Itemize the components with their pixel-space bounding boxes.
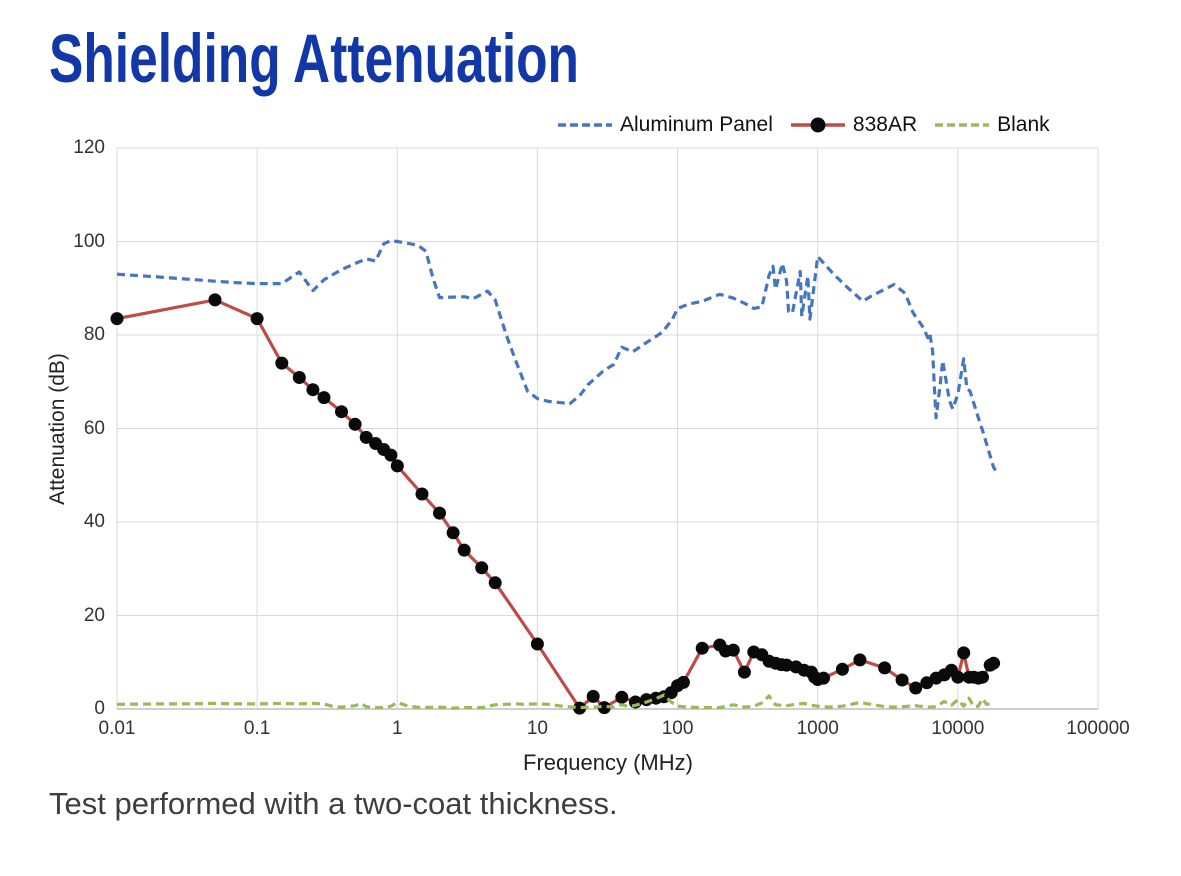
data-point-marker-838ar <box>573 701 587 715</box>
y-tick-label: 0 <box>94 698 105 719</box>
chart-canvas <box>110 147 1099 715</box>
data-point-marker-838ar <box>987 656 1001 670</box>
data-point-marker-838ar <box>306 383 320 397</box>
y-tick-label: 40 <box>83 511 105 532</box>
legend-label: Aluminum Panel <box>620 113 773 136</box>
data-point-marker-838ar <box>676 675 690 689</box>
y-tick-label: 60 <box>83 417 105 439</box>
legend-item-blank: Blank <box>935 113 1050 137</box>
y-tick-label: 20 <box>83 604 105 626</box>
legend-item-838ar: 838AR <box>790 113 918 137</box>
data-point-marker-838ar <box>957 646 971 660</box>
data-point-marker-838ar <box>110 312 124 326</box>
data-point-marker-838ar <box>446 526 460 540</box>
x-tick-label: 1 <box>391 718 403 739</box>
data-point-marker-838ar <box>475 561 489 575</box>
legend-item-aluminum-panel: Aluminum Panel <box>558 113 773 137</box>
page-title: Shielding Attenuation <box>49 19 580 97</box>
data-point-marker-838ar <box>976 670 989 684</box>
data-point-marker-838ar <box>457 543 471 557</box>
data-point-marker-838ar <box>348 417 362 431</box>
data-point-marker-838ar <box>208 293 222 307</box>
legend-swatch-line-marker-icon <box>790 117 845 133</box>
x-tick-label: 0.1 <box>243 718 271 739</box>
data-point-marker-838ar <box>597 701 611 715</box>
x-tick-label: 100 <box>661 718 694 739</box>
data-point-marker-838ar <box>835 662 849 676</box>
footnote-text: Test performed with a two-coat thickness… <box>49 786 618 821</box>
data-point-marker-838ar <box>737 665 751 679</box>
data-point-marker-838ar <box>433 506 446 520</box>
data-point-marker-838ar <box>817 671 830 685</box>
x-tick-label: 10000 <box>931 718 985 739</box>
data-point-marker-838ar <box>335 405 348 419</box>
data-point-marker-838ar <box>384 448 398 462</box>
legend-swatch-dashed-line-icon <box>558 123 612 127</box>
data-point-marker-838ar <box>726 643 740 657</box>
legend-swatch-dashed-line-icon <box>935 123 990 127</box>
data-point-marker-838ar <box>250 312 264 326</box>
data-point-marker-838ar <box>909 681 923 695</box>
data-point-marker-838ar <box>488 576 502 590</box>
data-point-marker-838ar <box>415 487 429 501</box>
x-tick-label: 100000 <box>1066 718 1130 739</box>
data-point-marker-838ar <box>359 430 373 444</box>
legend-label: Blank <box>997 113 1050 136</box>
y-tick-label: 100 <box>73 230 105 252</box>
x-tick-label: 10 <box>526 718 548 739</box>
data-point-marker-838ar <box>275 356 289 370</box>
y-tick-label: 80 <box>83 324 105 345</box>
838ar-line <box>116 298 995 710</box>
legend-label: 838AR <box>852 113 918 136</box>
data-point-marker-838ar <box>615 690 629 704</box>
chart-legend: Aluminum Panel 838AR Blank <box>558 110 1050 140</box>
data-point-marker-838ar <box>586 689 600 703</box>
data-point-marker-838ar <box>951 670 965 684</box>
x-tick-label: 1000 <box>796 718 839 739</box>
data-point-marker-838ar <box>853 653 867 667</box>
data-point-marker-838ar <box>390 459 404 473</box>
data-point-marker-838ar <box>895 673 909 687</box>
aluminum-panel-line <box>116 239 999 474</box>
data-point-marker-838ar <box>292 371 306 384</box>
data-point-marker-838ar <box>695 641 709 655</box>
blank-line <box>116 693 994 710</box>
data-point-marker-838ar <box>530 637 544 651</box>
x-axis-title: Frequency (MHz) <box>523 750 693 775</box>
y-tick-label: 120 <box>73 137 105 158</box>
data-point-marker-838ar <box>878 661 892 675</box>
attenuation-chart: Aluminum Panel 838AR Blank Attenuation (dB… <box>0 100 1181 780</box>
data-point-marker-838ar <box>317 391 331 405</box>
x-tick-label: 0.01 <box>98 718 136 739</box>
